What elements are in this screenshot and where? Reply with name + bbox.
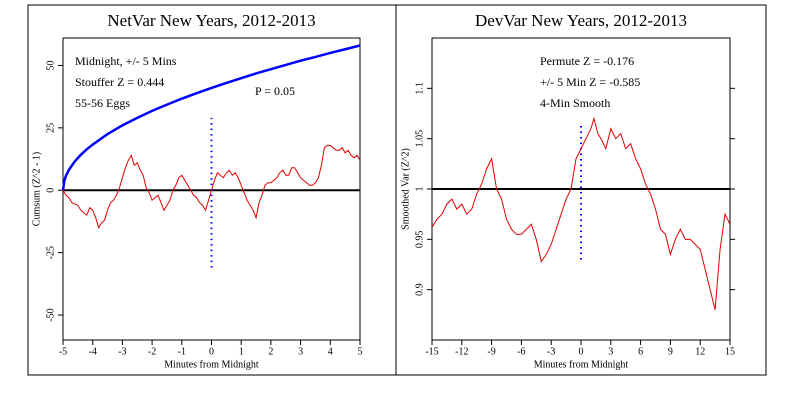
x-tick-label: -2 (148, 346, 156, 357)
y-tick-label: 1.05 (414, 130, 425, 148)
data-line (62, 144, 361, 229)
y-axis-label: Smoothed Var (Z^2) (400, 148, 411, 230)
annotation: Stouffer Z = 0.444 (75, 75, 164, 89)
x-tick-label: 5 (358, 346, 363, 357)
y-tick-label: -50 (45, 308, 56, 321)
annotation: 4-Min Smooth (540, 96, 610, 110)
annotation: Permute Z = -0.176 (540, 54, 634, 68)
x-tick-label: 4 (328, 346, 333, 357)
y-tick-label: 0 (45, 188, 56, 193)
y-tick-label: 25 (45, 123, 56, 133)
x-tick-label: 9 (668, 346, 673, 357)
x-tick-label: -15 (425, 346, 438, 357)
x-axis-label: Minutes from Midnight (534, 359, 629, 370)
y-tick-label: 1.1 (414, 82, 425, 95)
y-tick-label: 0.95 (414, 231, 425, 249)
annotation: P = 0.05 (255, 84, 295, 98)
y-tick-label: -25 (45, 246, 56, 259)
x-tick-label: 0 (579, 346, 584, 357)
data-line (61, 44, 361, 191)
x-tick-label: -6 (517, 346, 525, 357)
x-axis-label: Minutes from Midnight (164, 359, 259, 370)
outer-frame (27, 4, 767, 376)
x-tick-label: -5 (59, 346, 67, 357)
x-tick-label: 6 (638, 346, 643, 357)
x-tick-label: 15 (725, 346, 735, 357)
x-tick-label: -9 (487, 346, 495, 357)
chart-title: NetVar New Years, 2012-2013 (107, 11, 315, 30)
x-tick-label: 3 (608, 346, 613, 357)
x-tick-label: -3 (547, 346, 555, 357)
data-line (431, 116, 731, 310)
x-tick-label: 2 (268, 346, 273, 357)
x-tick-label: -1 (178, 346, 186, 357)
x-tick-label: -4 (89, 346, 97, 357)
y-tick-label: 0.9 (414, 283, 425, 296)
x-tick-label: 3 (298, 346, 303, 357)
annotation: 55-56 Eggs (75, 96, 130, 110)
x-tick-label: 1 (239, 346, 244, 357)
y-axis-label: Cumsum (Z^2 - 1) (31, 152, 42, 226)
x-tick-label: 0 (209, 346, 214, 357)
chart-title: DevVar New Years, 2012-2013 (475, 11, 687, 30)
annotation: +/- 5 Min Z = -0.585 (540, 75, 640, 89)
y-tick-label: 1 (414, 187, 425, 192)
x-tick-label: -3 (118, 346, 126, 357)
x-tick-label: 12 (695, 346, 705, 357)
y-tick-label: 50 (45, 60, 56, 70)
annotation: Midnight, +/- 5 Mins (75, 54, 177, 68)
x-tick-label: -12 (455, 346, 468, 357)
